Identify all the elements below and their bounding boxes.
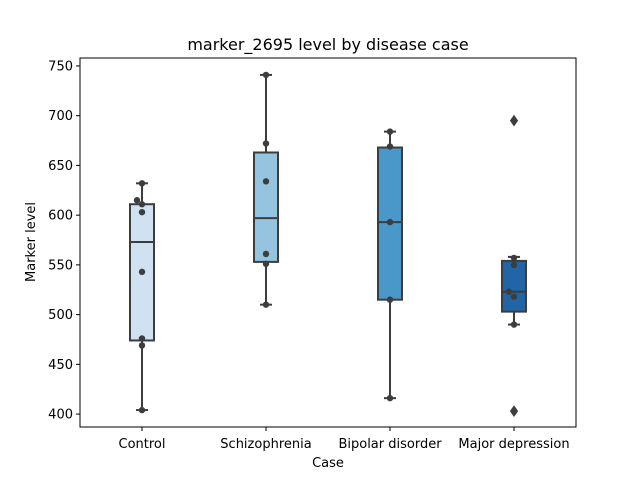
data-point	[386, 218, 394, 226]
data-point	[138, 406, 146, 414]
plot-frame	[79, 57, 577, 428]
x-axis-label: Case	[312, 456, 344, 471]
x-tick-label: Bipolar disorder	[338, 437, 442, 452]
data-point	[510, 254, 518, 262]
data-point	[510, 321, 518, 328]
data-point	[262, 140, 270, 147]
data-point	[510, 261, 518, 269]
chart-title: marker_2695 level by disease case	[187, 35, 468, 55]
data-point	[138, 335, 146, 342]
data-point	[510, 293, 518, 300]
y-tick-label: 750	[48, 59, 73, 74]
x-tick-label: Schizophrenia	[220, 437, 311, 452]
data-point	[510, 407, 518, 415]
box-group-control	[129, 182, 155, 412]
y-tick-label: 700	[48, 109, 73, 124]
data-point	[262, 301, 270, 308]
data-point	[138, 342, 146, 349]
data-point	[262, 71, 270, 79]
y-tick-label: 400	[48, 408, 73, 423]
iqr-box	[501, 259, 527, 313]
data-point	[133, 197, 141, 204]
y-tick-label: 650	[48, 159, 73, 174]
x-tick-label: Control	[119, 437, 166, 452]
box-group-bipolar-disorder	[377, 130, 403, 400]
data-point	[138, 201, 146, 208]
x-tick-label: Major depression	[458, 437, 569, 452]
data-point	[505, 288, 513, 295]
data-point	[262, 178, 270, 185]
y-tick-label: 550	[48, 258, 73, 273]
data-point	[386, 143, 394, 150]
data-point	[138, 180, 146, 187]
data-point	[386, 296, 394, 303]
y-tick-label: 600	[48, 209, 73, 224]
data-point	[386, 128, 394, 135]
data-point	[510, 117, 518, 124]
data-point	[386, 394, 394, 402]
plot-area: 400 450 500 550 600 650 700 750 Control Schizophr…	[48, 57, 577, 452]
data-point	[138, 268, 146, 276]
data-point	[138, 208, 146, 216]
y-axis-label: Marker level	[24, 202, 39, 282]
y-tick-label: 450	[48, 358, 73, 373]
data-point	[262, 250, 270, 258]
y-tick-label: 500	[48, 308, 73, 323]
box-group-schizophrenia	[253, 73, 279, 306]
iqr-box	[253, 151, 279, 263]
data-point	[262, 260, 270, 268]
